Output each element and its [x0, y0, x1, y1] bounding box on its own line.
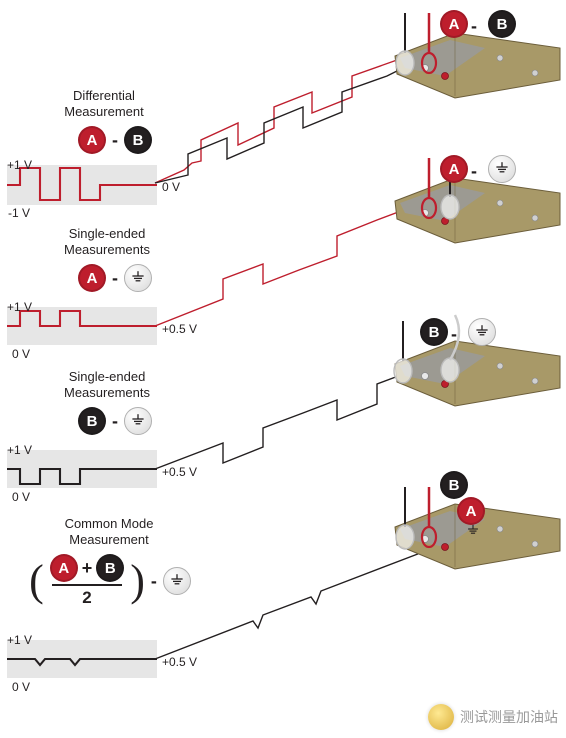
badge-b-icon: B: [96, 554, 124, 582]
ground-icon: [124, 264, 152, 292]
formula: B-: [60, 407, 170, 435]
badge-a-icon: A: [440, 155, 468, 183]
axis-label-top: +1 V: [7, 443, 32, 457]
axis-label-top: +1 V: [7, 300, 32, 314]
badge-b-icon: B: [420, 318, 448, 346]
denominator: 2: [82, 588, 91, 608]
badge-a-icon: A: [50, 554, 78, 582]
formula: A-: [60, 264, 170, 292]
section-title: DifferentialMeasurement: [44, 88, 164, 119]
axis-label-bottom: 0 V: [12, 490, 30, 504]
formula-common-mode: ( A+B 2 ) -: [20, 554, 200, 608]
section-title-line: Single-ended: [42, 226, 172, 242]
section-title: Common ModeMeasurement: [36, 516, 182, 547]
section-title: Single-endedMeasurements: [42, 369, 172, 400]
probe-device: [395, 157, 560, 243]
operator: -: [112, 268, 118, 289]
badge-b-icon: B: [124, 126, 152, 154]
operator: -: [112, 130, 118, 151]
section-title-line: Differential: [44, 88, 164, 104]
badge-b-icon: B: [488, 10, 516, 38]
axis-label-right: +0.5 V: [162, 655, 197, 669]
section-title-line: Measurements: [42, 242, 172, 258]
axis-label-top: +1 V: [7, 158, 32, 172]
axis-label-right: +0.5 V: [162, 322, 197, 336]
operator: -: [112, 411, 118, 432]
badge-b-icon: B: [440, 471, 468, 499]
badge-a-icon: A: [78, 264, 106, 292]
paren-left-icon: (: [29, 563, 44, 598]
watermark: 测试测量加油站: [428, 704, 558, 730]
watermark-logo-icon: [428, 704, 454, 730]
ground-icon: [488, 155, 516, 183]
fraction-bar: [52, 584, 122, 586]
probe-device: [395, 13, 560, 98]
formula: A-B: [60, 126, 170, 154]
section-title-line: Measurements: [42, 385, 172, 401]
trace-black: [155, 366, 423, 469]
trace-red: [155, 202, 423, 326]
operator: -: [471, 161, 477, 181]
axis-label-bottom: 0 V: [12, 680, 30, 694]
paren-right-icon: ): [130, 563, 145, 598]
trace-black: [155, 60, 423, 183]
section-title-line: Measurement: [44, 104, 164, 120]
axis-label-bottom: -1 V: [8, 206, 30, 220]
axis-label-right: +0.5 V: [162, 465, 197, 479]
section-title-line: Measurement: [36, 532, 182, 548]
badge-b-icon: B: [78, 407, 106, 435]
operator: -: [451, 324, 457, 344]
trace-red: [155, 50, 420, 183]
axis-label-top: +1 V: [7, 633, 32, 647]
axis-label-bottom: 0 V: [12, 347, 30, 361]
watermark-text: 测试测量加油站: [460, 707, 558, 727]
ground-icon: [124, 407, 152, 435]
section-title: Single-endedMeasurements: [42, 226, 172, 257]
badge-a-icon: A: [78, 126, 106, 154]
operator: -: [471, 16, 477, 36]
badge-a-icon: A: [457, 497, 485, 525]
badge-a-icon: A: [440, 10, 468, 38]
axis-label-right: 0 V: [162, 180, 180, 194]
section-title-line: Common Mode: [36, 516, 182, 532]
section-title-line: Single-ended: [42, 369, 172, 385]
ground-icon: [468, 318, 496, 346]
ground-icon: [163, 567, 191, 595]
